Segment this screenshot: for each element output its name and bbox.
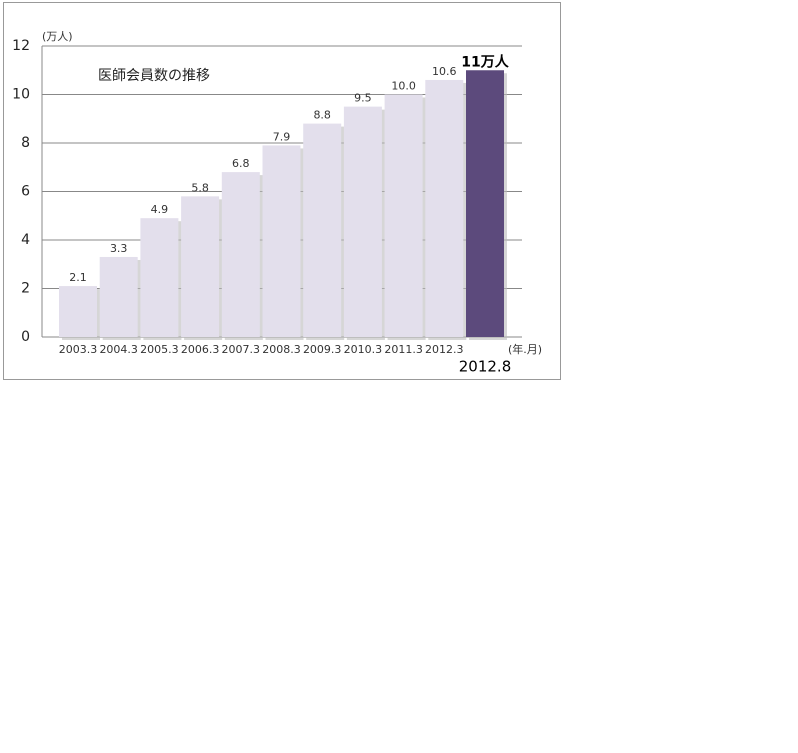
x-tick-label: 2003.3 bbox=[59, 343, 98, 356]
y-axis-label: (万人) bbox=[42, 30, 73, 43]
y-tick-label: 6 bbox=[21, 184, 30, 200]
y-tick-label: 10 bbox=[12, 87, 30, 103]
value-label: 3.3 bbox=[110, 242, 128, 255]
y-tick-label: 4 bbox=[21, 232, 30, 248]
value-label: 11万人 bbox=[461, 53, 509, 70]
x-tick-label: 2005.3 bbox=[140, 343, 179, 356]
value-label: 10.6 bbox=[432, 65, 457, 78]
value-label: 6.8 bbox=[232, 157, 250, 170]
y-tick-label: 2 bbox=[21, 281, 30, 297]
x-tick-label: 2007.3 bbox=[222, 343, 261, 356]
bar bbox=[221, 172, 260, 337]
x-tick-label: 2012.8 bbox=[459, 358, 512, 376]
x-tick-label: 2008.3 bbox=[262, 343, 301, 356]
bar bbox=[181, 196, 220, 337]
x-tick-label: 2004.3 bbox=[99, 343, 138, 356]
bar bbox=[262, 145, 301, 337]
y-tick-label: 0 bbox=[21, 329, 30, 345]
value-label: 5.8 bbox=[191, 181, 209, 194]
x-tick-label: 2010.3 bbox=[344, 343, 383, 356]
y-tick-label: 8 bbox=[21, 135, 30, 151]
x-tick-label: 2006.3 bbox=[181, 343, 220, 356]
bar bbox=[384, 94, 423, 337]
value-label: 10.0 bbox=[391, 80, 416, 93]
bar bbox=[466, 70, 504, 337]
value-label: 7.9 bbox=[273, 130, 291, 143]
y-tick-label: 12 bbox=[12, 38, 30, 54]
value-label: 8.8 bbox=[313, 109, 331, 122]
chart-title: 医師会員数の推移 bbox=[98, 68, 210, 84]
x-tick-label: 2012.3 bbox=[425, 343, 464, 356]
x-axis-label: (年.月) bbox=[508, 342, 542, 356]
bar bbox=[59, 286, 97, 337]
bar bbox=[425, 79, 464, 337]
bar bbox=[343, 106, 382, 337]
x-tick-label: 2011.3 bbox=[384, 343, 423, 356]
x-tick-label: 2009.3 bbox=[303, 343, 342, 356]
bar bbox=[99, 256, 138, 337]
bar bbox=[140, 218, 179, 337]
value-label: 4.9 bbox=[151, 203, 169, 216]
value-label: 9.5 bbox=[354, 92, 372, 105]
value-label: 2.1 bbox=[69, 271, 87, 284]
bar bbox=[303, 123, 342, 337]
